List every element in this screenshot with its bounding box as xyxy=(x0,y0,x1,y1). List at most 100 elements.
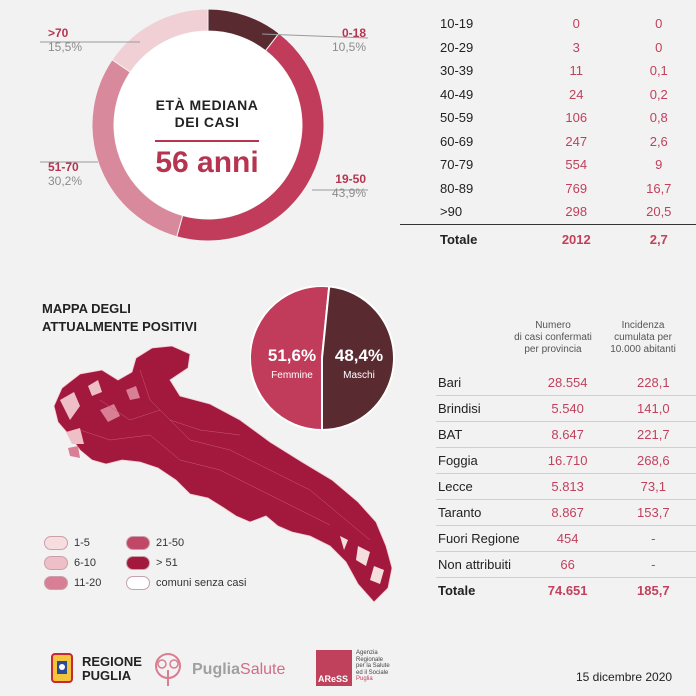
donut-center-title: ETÀ MEDIANA DEI CASI xyxy=(145,97,269,131)
age-cell-age: 60-69 xyxy=(440,133,474,149)
legend-item-6-10: 6-10 xyxy=(44,556,96,570)
age-total-lethality: 2,7 xyxy=(621,223,696,255)
age-cell-age: >90 xyxy=(440,204,463,220)
province-total-name: Totale xyxy=(436,577,525,603)
header-cases: Numero di casi confermati per provincia xyxy=(514,320,592,355)
aress-logo: AReSS Agenzia Regionale per la Salute ed… xyxy=(316,650,390,686)
male-pct: 48,4% xyxy=(334,346,384,365)
age-table: 10-19 0 0 20-29 3 0 30-39 11 0,1 40-49 24 0,2 50-59 1… xyxy=(400,12,696,255)
province-cell-name: Non attribuiti xyxy=(436,551,525,578)
regione-puglia-logo: REGIONE PUGLIA xyxy=(50,652,142,686)
salento-light-areas xyxy=(340,536,384,584)
puglia-salute-logo: PugliaSalute xyxy=(150,652,285,688)
donut-label-over70: >70 15,5% xyxy=(48,26,82,54)
mid-areas xyxy=(68,386,140,458)
donut-label-0-18: 0-18 10,5% xyxy=(330,26,366,54)
legend-swatch xyxy=(126,536,150,550)
donut-divider xyxy=(155,140,259,142)
age-cell-lethality: 0,8 xyxy=(649,110,668,126)
age-cell-lethality: 20,5 xyxy=(646,204,672,220)
gender-slice-femmine xyxy=(250,286,331,432)
legend-swatch xyxy=(44,556,68,570)
gender-pie-chart xyxy=(250,286,395,432)
cropped-top-row xyxy=(455,0,655,2)
age-cell-lethality: 0,1 xyxy=(649,63,668,79)
label-range: 0-18 xyxy=(341,26,366,40)
legend-label: 6-10 xyxy=(74,557,97,569)
province-cell-cases: 8.647 xyxy=(524,421,611,448)
donut-hole xyxy=(114,31,302,219)
province-cell-incidence: 153,7 xyxy=(610,499,696,526)
age-cell-cases: 298 xyxy=(565,204,588,220)
footer-date: 15 dicembre 2020 xyxy=(576,670,673,684)
age-cell-cases: 24 xyxy=(569,86,584,102)
legend-item-11-20: 11-20 xyxy=(44,576,101,590)
municipal-borders xyxy=(79,369,371,541)
label-pct: 43,9% xyxy=(331,186,366,200)
province-cell-cases: 28.554 xyxy=(524,370,611,396)
age-cell-lethality: 2,6 xyxy=(649,133,668,149)
province-total-row: Totale 74.651 185,7 xyxy=(436,577,696,603)
province-cell-cases: 5.813 xyxy=(524,473,611,500)
province-cell-cases: 16.710 xyxy=(524,447,611,474)
province-row: Foggia 16.710 268,6 xyxy=(436,447,696,474)
province-cell-cases: 66 xyxy=(524,551,611,578)
province-row: Taranto 8.867 153,7 xyxy=(436,499,696,526)
province-total-cases: 74.651 xyxy=(524,577,611,603)
age-row: >90 298 20,5 xyxy=(400,200,696,224)
age-row: 40-49 24 0,2 xyxy=(400,83,696,107)
age-cell-lethality: 16,7 xyxy=(646,180,672,196)
puglia-salute-tree-icon xyxy=(155,653,181,686)
province-row: Lecce 5.813 73,1 xyxy=(436,473,696,500)
leader-line-0-18 xyxy=(261,33,369,39)
label-pct: 10,5% xyxy=(331,40,366,54)
age-cell-age: 30-39 xyxy=(440,63,474,79)
donut-label-19-50: 19-50 43,9% xyxy=(326,172,366,200)
legend-item-1-5: 1-5 xyxy=(44,536,90,550)
legend-swatch xyxy=(126,576,150,590)
age-cell-cases: 554 xyxy=(565,157,588,173)
age-row: 60-69 247 2,6 xyxy=(400,130,696,154)
age-total-age: Totale xyxy=(400,223,532,255)
province-cell-incidence: 73,1 xyxy=(610,473,696,500)
province-cell-name: Fuori Regione xyxy=(436,525,525,552)
province-cell-name: Taranto xyxy=(436,499,525,526)
donut-center-title-line1: ETÀ MEDIANA xyxy=(155,97,259,113)
legend-label: 1-5 xyxy=(74,537,90,549)
age-cell-cases: 3 xyxy=(572,39,580,55)
aress-badge: AReSS xyxy=(316,650,352,686)
legend-label: comuni senza casi xyxy=(156,577,247,589)
age-cell-lethality: 0 xyxy=(655,39,663,55)
province-cell-cases: 454 xyxy=(524,525,611,552)
legend-label: > 51 xyxy=(156,557,178,569)
legend-item-21-50: 21-50 xyxy=(126,536,184,550)
province-cell-incidence: - xyxy=(610,551,696,578)
gender-slice-maschi xyxy=(321,286,395,432)
age-row: 30-39 11 0,1 xyxy=(400,59,696,83)
age-cell-cases: 106 xyxy=(565,110,588,126)
legend-item-over51: > 51 xyxy=(126,556,178,570)
legend-swatch xyxy=(126,556,150,570)
label-range: 19-50 xyxy=(335,172,366,186)
age-cell-lethality: 0 xyxy=(655,16,663,32)
donut-center-value: 56 anni xyxy=(155,146,259,179)
label-range: >70 xyxy=(48,26,69,40)
legend-label: 11-20 xyxy=(74,577,102,589)
logo1-line2: PUGLIA xyxy=(82,668,132,683)
legend-item-no-cases: comuni senza casi xyxy=(126,576,247,590)
legend-label: 21-50 xyxy=(156,537,185,549)
age-cell-age: 20-29 xyxy=(440,39,474,55)
map-title-line1: MAPPA DEGLI xyxy=(42,301,131,316)
age-cell-age: 80-89 xyxy=(440,180,474,196)
donut-label-51-70: 51-70 30,2% xyxy=(48,160,82,188)
logo1-line1: REGIONE xyxy=(82,654,142,669)
label-range: 51-70 xyxy=(48,160,79,174)
map-title: MAPPA DEGLI ATTUALMENTE POSITIVI xyxy=(42,300,197,336)
logo2-part1: Puglia xyxy=(192,661,241,678)
age-row: 10-19 0 0 xyxy=(400,12,696,36)
gender-male-label: 48,4% Maschi xyxy=(326,346,392,381)
donut-center-title-line2: DEI CASI xyxy=(174,114,240,130)
province-row: Bari 28.554 228,1 xyxy=(436,370,696,396)
age-total-row: Totale 2012 2,7 xyxy=(400,223,696,255)
age-row: 70-79 554 9 xyxy=(400,153,696,177)
